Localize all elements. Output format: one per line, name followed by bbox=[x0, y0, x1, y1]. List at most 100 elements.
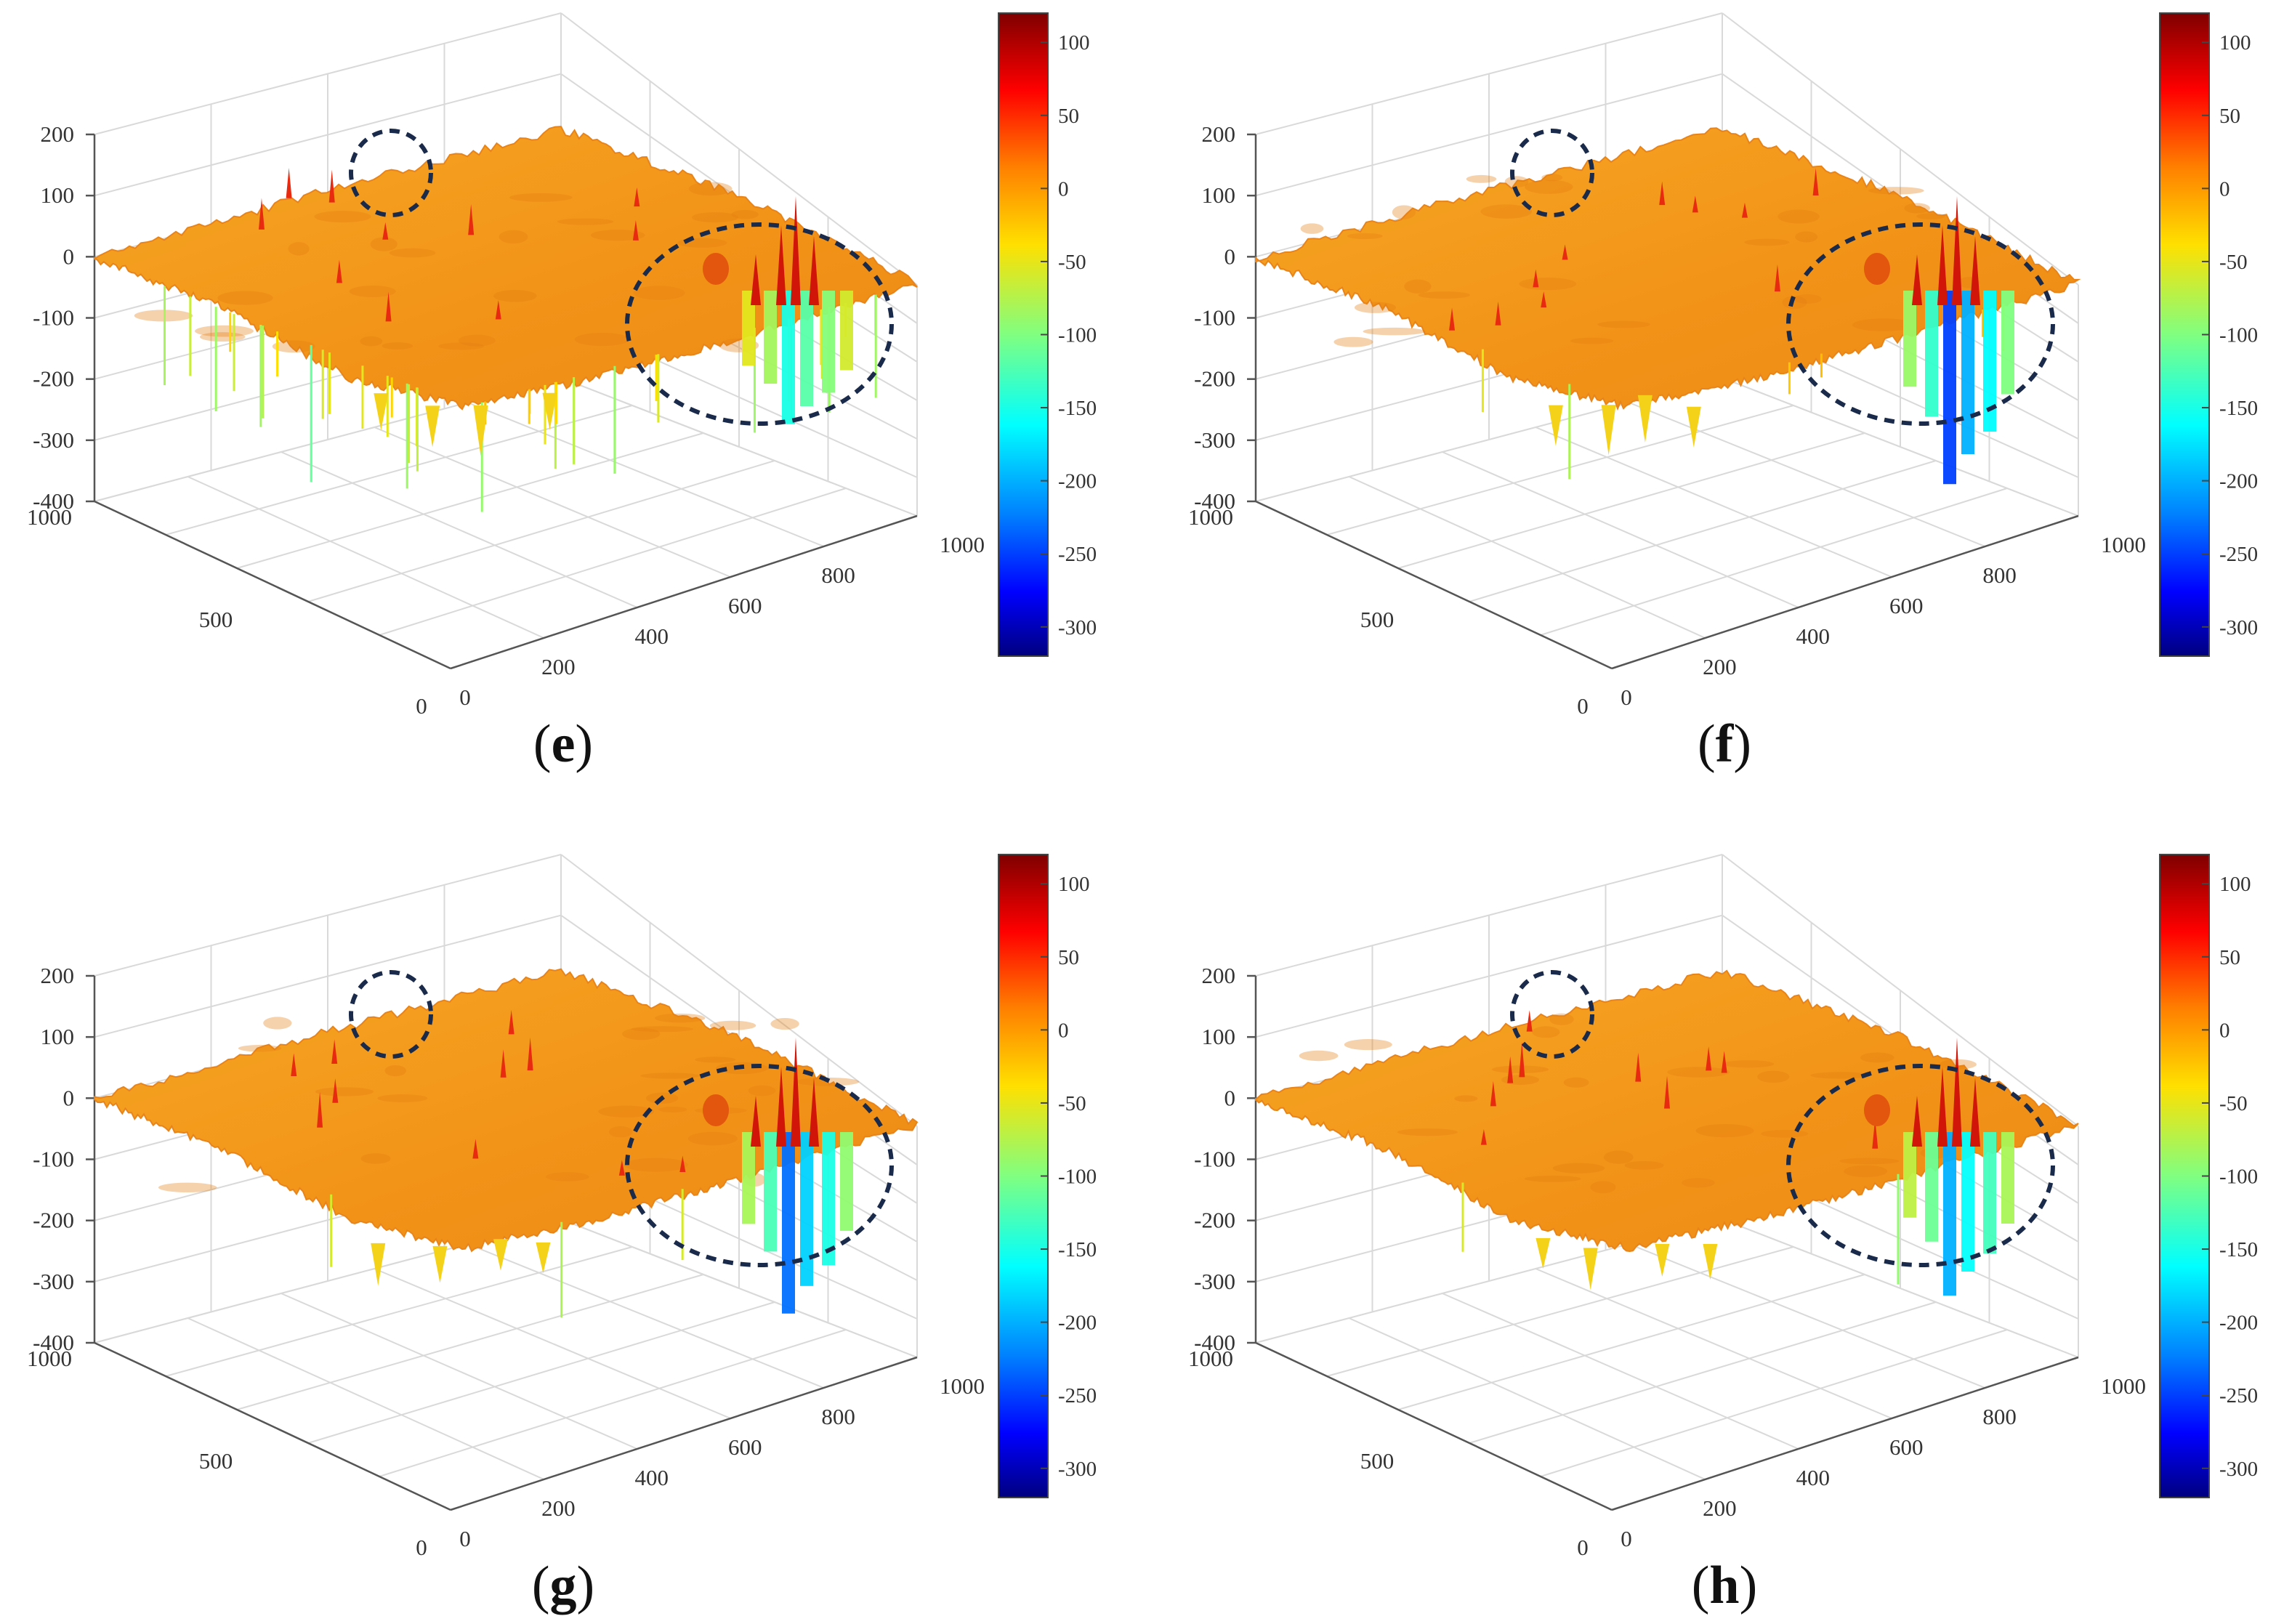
surface-texture bbox=[1667, 1067, 1730, 1078]
x-tick-label: 400 bbox=[1796, 1465, 1831, 1490]
surface-texture bbox=[493, 290, 537, 302]
panel-label-open: ( bbox=[533, 714, 552, 774]
colorbar-tick-label: -150 bbox=[1058, 1238, 1097, 1261]
panel-label: (h) bbox=[1692, 1556, 1757, 1615]
surface-texture bbox=[1782, 296, 1807, 310]
surface-peak bbox=[1692, 195, 1698, 213]
anomaly-peak bbox=[1912, 1096, 1922, 1147]
surface-texture bbox=[574, 332, 630, 347]
z-tick-label: -100 bbox=[33, 305, 74, 331]
surface-texture bbox=[1392, 205, 1416, 219]
surface-texture bbox=[1916, 213, 1945, 219]
colorbar-tick-label: -200 bbox=[2219, 1312, 2258, 1335]
anomaly-bump bbox=[703, 253, 729, 285]
surface-peak bbox=[331, 1039, 338, 1065]
anomaly-column bbox=[1925, 1132, 1938, 1242]
surface-texture bbox=[1744, 238, 1790, 246]
surface-texture bbox=[1344, 1039, 1392, 1051]
surface-peak bbox=[1541, 291, 1547, 308]
x-tick-label: 1000 bbox=[2101, 1373, 2146, 1399]
surface bbox=[94, 126, 918, 512]
surface-peak bbox=[1706, 1046, 1712, 1071]
surface bbox=[1255, 969, 2079, 1296]
anomaly-column bbox=[2001, 1132, 2014, 1224]
surface-peak bbox=[508, 1009, 514, 1035]
x-tick-label: 800 bbox=[821, 562, 855, 588]
anomaly-column bbox=[1983, 1132, 1996, 1254]
surface-plane bbox=[1255, 969, 2079, 1253]
colorbar bbox=[998, 854, 1049, 1498]
surface-texture bbox=[263, 1017, 292, 1030]
colorbar-tick-label: -300 bbox=[2219, 1458, 2258, 1481]
surface-dip bbox=[536, 1242, 551, 1274]
surface-peak bbox=[1659, 181, 1666, 206]
surface-texture bbox=[1504, 176, 1529, 188]
surface-texture bbox=[1354, 302, 1396, 313]
surface-dip bbox=[374, 393, 389, 431]
x-tick-label: 0 bbox=[1621, 684, 1632, 710]
surface-peak bbox=[632, 219, 639, 241]
surface-texture bbox=[1563, 1077, 1589, 1088]
anomaly-column bbox=[1925, 291, 1938, 417]
y-tick-label: 500 bbox=[199, 607, 233, 632]
surface-dip bbox=[1686, 406, 1701, 448]
surface-dip bbox=[1637, 395, 1652, 443]
panel-label-open: ( bbox=[532, 1556, 550, 1615]
anomaly-column bbox=[1943, 1132, 1956, 1296]
surface-peak bbox=[1872, 1118, 1878, 1149]
surface-texture bbox=[709, 1020, 756, 1030]
surface-peak bbox=[1721, 1051, 1727, 1073]
colorbar-tick-label: -100 bbox=[2219, 1166, 2258, 1189]
surface-peak bbox=[1812, 168, 1819, 196]
large-highlight-ellipse bbox=[1786, 222, 2055, 426]
colorbar-tick-label: -250 bbox=[1058, 543, 1097, 566]
z-tick-label: 0 bbox=[1224, 1085, 1236, 1110]
x-tick-label: 0 bbox=[459, 684, 471, 710]
surface-texture bbox=[1525, 179, 1573, 194]
anomaly-peak bbox=[776, 225, 786, 305]
anomaly-peak bbox=[751, 1096, 761, 1147]
anomaly-column bbox=[800, 1132, 813, 1286]
colorbar bbox=[2159, 854, 2210, 1498]
surface-peak bbox=[1507, 1056, 1514, 1083]
colorbar-tick-label: -150 bbox=[2219, 1238, 2258, 1261]
small-highlight-ellipse bbox=[1510, 970, 1594, 1059]
x-tick-label: 800 bbox=[1982, 562, 2017, 588]
z-tick-label: -100 bbox=[33, 1147, 74, 1172]
z-tick-label: 0 bbox=[1224, 243, 1236, 269]
anomaly-column bbox=[840, 291, 853, 371]
z-tick-label: -100 bbox=[1194, 1147, 1235, 1172]
surface-texture bbox=[687, 1131, 738, 1146]
surface-texture bbox=[458, 334, 496, 347]
small-highlight-ellipse bbox=[1510, 129, 1594, 217]
anomaly-column bbox=[822, 1132, 835, 1266]
colorbar-tick-label: 50 bbox=[1058, 105, 1079, 128]
surface-texture bbox=[1681, 1178, 1715, 1188]
x-tick-label: 600 bbox=[728, 593, 762, 618]
x-tick-label: 0 bbox=[459, 1526, 471, 1551]
y-tick-label: 0 bbox=[1577, 1535, 1589, 1560]
colorbar bbox=[2159, 12, 2210, 657]
x-tick-label: 400 bbox=[1796, 623, 1831, 649]
surface-peak bbox=[328, 169, 335, 203]
surface-texture bbox=[622, 1027, 661, 1041]
panel-label-letter: e bbox=[552, 714, 576, 774]
z-tick-label: 100 bbox=[1202, 182, 1236, 208]
colorbar-tick-label: -300 bbox=[2219, 616, 2258, 639]
surface-texture bbox=[370, 237, 398, 251]
colorbar-tick-label: -300 bbox=[1058, 616, 1097, 639]
anomaly-peak bbox=[791, 1038, 801, 1147]
surface-texture bbox=[1777, 209, 1820, 224]
x-tick-label: 400 bbox=[635, 623, 669, 649]
z-tick-label: -100 bbox=[1194, 305, 1235, 331]
anomaly-peak bbox=[809, 1078, 819, 1147]
colorbar-tick-label: 0 bbox=[1058, 1019, 1069, 1042]
surface-plane bbox=[94, 126, 918, 411]
anomaly-peak bbox=[1937, 225, 1948, 305]
large-highlight-ellipse bbox=[625, 222, 894, 426]
surface-texture bbox=[691, 212, 739, 223]
anomaly-peak bbox=[1970, 1078, 1980, 1147]
colorbar-tick-label: -50 bbox=[2219, 251, 2248, 274]
anomaly-bump bbox=[703, 1094, 729, 1126]
surface-texture bbox=[624, 1158, 688, 1172]
